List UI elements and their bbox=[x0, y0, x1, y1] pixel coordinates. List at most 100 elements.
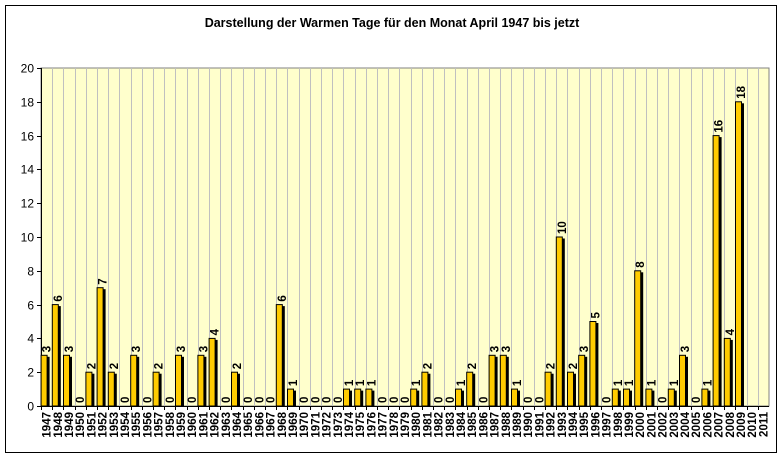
x-tick-label: 2010 bbox=[747, 412, 759, 438]
bar bbox=[712, 135, 720, 407]
bar bbox=[410, 388, 418, 407]
data-label: 18 bbox=[736, 85, 748, 98]
data-label: 1 bbox=[288, 379, 300, 386]
bar bbox=[130, 354, 138, 407]
y-tick-label: 20 bbox=[21, 62, 35, 76]
x-tick-label: 2007 bbox=[714, 412, 726, 438]
x-tick-label: 1996 bbox=[590, 412, 602, 438]
data-label: 3 bbox=[131, 346, 143, 352]
x-tick-label: 1994 bbox=[568, 411, 580, 437]
data-label: 0 bbox=[691, 397, 703, 403]
bar bbox=[499, 354, 507, 407]
bar bbox=[365, 388, 373, 407]
data-label: 1 bbox=[646, 379, 658, 386]
bar bbox=[679, 354, 686, 407]
x-tick-label: 1960 bbox=[187, 412, 199, 438]
data-label: 2 bbox=[86, 363, 98, 369]
x-tick-label: 2011 bbox=[758, 411, 770, 437]
x-tick-label: 1972 bbox=[322, 412, 334, 438]
bar bbox=[567, 371, 574, 407]
bar bbox=[455, 388, 462, 407]
x-tick-label: 2009 bbox=[736, 412, 748, 438]
x-tick-label: 1978 bbox=[389, 411, 401, 437]
x-tick-label: 1971 bbox=[310, 411, 322, 437]
x-tick-label: 1991 bbox=[534, 411, 546, 437]
x-tick-label: 1993 bbox=[557, 412, 569, 438]
bar bbox=[51, 304, 59, 407]
x-tick-label: 1977 bbox=[378, 412, 390, 438]
bar bbox=[152, 371, 160, 407]
data-label: 1 bbox=[344, 379, 356, 386]
chart-title: Darstellung der Warmen Tage für den Mona… bbox=[204, 16, 580, 30]
data-label: 0 bbox=[142, 397, 154, 403]
data-label: 6 bbox=[53, 295, 65, 301]
x-tick-label: 1947 bbox=[42, 412, 54, 438]
bar bbox=[723, 337, 731, 407]
data-label: 16 bbox=[714, 120, 726, 133]
bar bbox=[231, 371, 238, 407]
x-tick-label: 2008 bbox=[725, 411, 737, 437]
bar bbox=[275, 304, 283, 407]
data-label: 1 bbox=[624, 379, 636, 386]
x-tick-label: 1952 bbox=[98, 412, 110, 438]
data-label: 0 bbox=[120, 397, 132, 403]
bar bbox=[287, 388, 294, 407]
bar bbox=[421, 371, 429, 407]
data-label: 6 bbox=[277, 295, 289, 301]
x-tick-label: 1975 bbox=[355, 411, 367, 437]
bar bbox=[701, 388, 709, 407]
y-tick-label: 4 bbox=[27, 332, 34, 346]
x-tick-label: 1964 bbox=[232, 411, 244, 437]
data-label: 2 bbox=[154, 363, 166, 369]
data-label: 3 bbox=[680, 346, 692, 352]
x-tick-label: 1989 bbox=[512, 412, 524, 438]
x-tick-label: 1950 bbox=[75, 412, 87, 438]
data-label: 0 bbox=[254, 397, 266, 403]
y-tick-label: 12 bbox=[21, 197, 35, 211]
x-tick-label: 1999 bbox=[624, 412, 636, 438]
x-tick-label: 1992 bbox=[546, 412, 558, 438]
x-tick-label: 1979 bbox=[400, 412, 412, 438]
x-tick-label: 1984 bbox=[456, 411, 468, 437]
bar bbox=[578, 354, 586, 407]
bar bbox=[645, 388, 653, 407]
data-label: 0 bbox=[523, 397, 535, 403]
y-tick-label: 6 bbox=[27, 299, 34, 313]
bar bbox=[589, 321, 597, 407]
data-label: 1 bbox=[411, 379, 423, 386]
data-label: 0 bbox=[658, 397, 670, 403]
x-tick-label: 1957 bbox=[154, 412, 166, 438]
data-label: 0 bbox=[310, 397, 322, 403]
x-tick-label: 2000 bbox=[635, 412, 647, 438]
data-label: 0 bbox=[221, 397, 233, 403]
x-tick-label: 1998 bbox=[613, 411, 625, 437]
x-tick-label: 1980 bbox=[411, 412, 423, 438]
x-tick-label: 1974 bbox=[344, 411, 356, 437]
x-tick-label: 1990 bbox=[523, 412, 535, 438]
bar bbox=[667, 388, 675, 407]
x-tick-label: 1995 bbox=[579, 411, 591, 437]
data-label: 0 bbox=[322, 397, 334, 403]
data-label: 4 bbox=[725, 328, 737, 335]
data-label: 0 bbox=[389, 397, 401, 403]
chart-frame bbox=[5, 5, 777, 453]
bar bbox=[107, 371, 115, 407]
x-tick-label: 1976 bbox=[366, 412, 378, 438]
x-tick-label: 1987 bbox=[490, 412, 502, 438]
data-label: 1 bbox=[669, 379, 681, 386]
data-label: 3 bbox=[579, 346, 591, 352]
x-tick-label: 1969 bbox=[288, 412, 300, 438]
bar bbox=[343, 388, 350, 407]
data-label: 0 bbox=[187, 397, 199, 403]
data-label: 3 bbox=[42, 346, 54, 352]
y-tick-label: 8 bbox=[27, 265, 34, 279]
data-label: 2 bbox=[422, 363, 434, 369]
data-label: 1 bbox=[702, 379, 714, 386]
x-tick-label: 1962 bbox=[210, 412, 222, 438]
x-tick-label: 1949 bbox=[64, 412, 76, 438]
bar bbox=[634, 270, 642, 407]
data-label: 8 bbox=[635, 261, 647, 268]
x-tick-label: 1983 bbox=[445, 412, 457, 438]
data-label: 3 bbox=[64, 346, 76, 352]
data-label: 4 bbox=[210, 328, 222, 335]
